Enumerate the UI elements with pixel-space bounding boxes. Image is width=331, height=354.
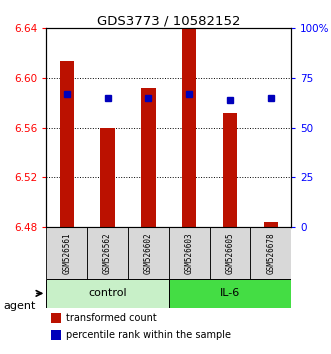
Text: GSM526602: GSM526602 (144, 232, 153, 274)
Bar (51, 313, 61, 322)
Title: GDS3773 / 10582152: GDS3773 / 10582152 (97, 14, 241, 27)
Bar (100, 127, 115, 227)
Bar (60, 61, 74, 227)
Bar (223, 113, 237, 227)
Bar (46, 279, 169, 308)
Bar (46, 227, 87, 279)
Bar (182, 28, 196, 227)
Text: transformed count: transformed count (66, 313, 157, 322)
Bar (251, 227, 291, 279)
Text: percentile rank within the sample: percentile rank within the sample (66, 330, 231, 340)
Text: GSM526603: GSM526603 (185, 232, 194, 274)
Text: GSM526605: GSM526605 (225, 232, 235, 274)
Bar (210, 227, 251, 279)
Bar (169, 279, 291, 308)
Bar (169, 227, 210, 279)
Bar (141, 88, 156, 227)
Bar (128, 227, 169, 279)
Text: IL-6: IL-6 (220, 289, 240, 298)
Text: agent: agent (3, 301, 36, 311)
Bar (264, 222, 278, 227)
Text: GSM526678: GSM526678 (266, 232, 275, 274)
Bar (87, 227, 128, 279)
Text: GSM526561: GSM526561 (62, 232, 71, 274)
Text: control: control (88, 289, 127, 298)
Bar (51, 330, 61, 340)
Text: GSM526562: GSM526562 (103, 232, 112, 274)
